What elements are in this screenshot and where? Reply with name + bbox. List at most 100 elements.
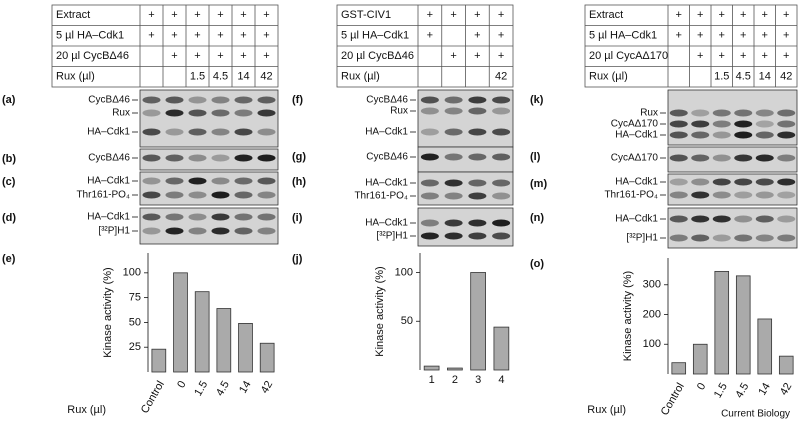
y-tick-label: 100 [395,266,413,278]
band [734,178,753,186]
band-label: Rux [390,106,408,117]
band [188,96,207,104]
band [755,120,774,128]
blot [139,171,279,206]
cell: + [762,9,768,21]
band-label: HA–Cdk1 [87,212,130,223]
cell: + [719,9,725,21]
footer: Current Biology [721,409,790,420]
band [777,109,796,117]
band [444,232,463,240]
band [734,131,753,139]
band [257,109,276,117]
band [188,227,207,235]
blot [667,146,798,173]
band [669,215,688,223]
band [257,128,276,136]
band [777,131,796,139]
bar [173,272,188,373]
band [420,96,439,104]
cell: + [719,30,725,42]
band [691,234,710,242]
band-label: [³²P]H1 [626,233,658,244]
cell: + [194,9,200,21]
x-tick-label: 0 [175,379,188,390]
cell: + [740,30,746,42]
band-label: CycBΔ46 [88,95,130,106]
band [420,179,439,187]
band [777,215,796,223]
band [712,109,731,117]
band [669,131,688,139]
cell: + [171,50,177,62]
band [755,154,774,162]
band [691,191,710,199]
cell: + [783,30,789,42]
band [257,177,276,185]
row-label: 5 µl HA–Cdk1 [589,30,657,42]
band [691,215,710,223]
band [142,227,161,235]
band [468,232,487,240]
row-label: GST-CIV1 [341,9,391,21]
blot [417,171,514,206]
band [691,131,710,139]
y-tick-label: 100 [123,267,141,279]
band [188,213,207,221]
band [691,154,710,162]
band [142,191,161,199]
cell: + [474,30,480,42]
band [734,109,753,117]
band [420,232,439,240]
band [492,128,511,136]
row-label: Rux (µl) [56,71,95,83]
panel-letter: (n) [530,212,544,224]
band [755,234,774,242]
x-tick-label: 1.5 [192,379,210,398]
band [211,227,230,235]
band [468,219,487,227]
band [777,234,796,242]
band [444,219,463,227]
x-tick-label: 0 [695,381,708,392]
cell: + [148,9,154,21]
band [165,96,184,104]
band [142,109,161,117]
band [165,177,184,185]
panel-letter: (k) [530,94,544,106]
cell: + [676,9,682,21]
bar [151,348,167,373]
x-axis-title: Rux (µl) [587,404,626,416]
x-axis-title: Rux (µl) [67,404,106,416]
cell: 42 [260,71,272,83]
row-label: 20 µl CycBΔ46 [56,50,129,62]
band [444,107,463,115]
cell: + [427,30,433,42]
band [257,191,276,199]
bar [735,275,751,375]
row-label: 20 µl CycAΔ170 [589,50,668,62]
x-tick-label: Control [139,379,167,416]
band-label: Rux [640,108,658,119]
band [755,109,774,117]
band [468,107,487,115]
x-tick-label: 1.5 [712,381,730,400]
cell: + [263,50,269,62]
blot [139,207,279,245]
panel-letter: (l) [530,151,541,163]
x-tick-label: 2 [452,374,458,386]
cell: 1.5 [190,71,205,83]
band-label: Rux [112,108,130,119]
blot [667,173,798,206]
band [669,234,688,242]
band [211,128,230,136]
band [165,227,184,235]
band [492,219,511,227]
x-tick-label: 14 [756,381,773,398]
band [444,192,463,200]
band [734,234,753,242]
band [165,109,184,117]
band [468,153,487,161]
